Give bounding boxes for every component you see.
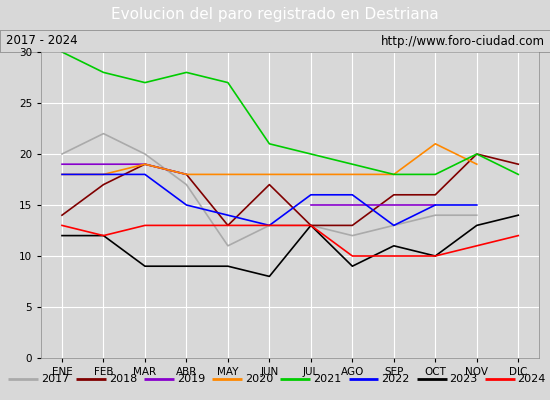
Text: 2017 - 2024: 2017 - 2024 [6, 34, 77, 48]
Text: http://www.foro-ciudad.com: http://www.foro-ciudad.com [381, 34, 544, 48]
Text: 2018: 2018 [109, 374, 137, 384]
Text: 2020: 2020 [245, 374, 273, 384]
Text: 2017: 2017 [41, 374, 69, 384]
Text: 2019: 2019 [177, 374, 205, 384]
Text: Evolucion del paro registrado en Destriana: Evolucion del paro registrado en Destria… [111, 8, 439, 22]
Text: 2022: 2022 [381, 374, 410, 384]
Text: 2023: 2023 [449, 374, 477, 384]
Text: 2024: 2024 [518, 374, 546, 384]
Text: 2021: 2021 [313, 374, 342, 384]
